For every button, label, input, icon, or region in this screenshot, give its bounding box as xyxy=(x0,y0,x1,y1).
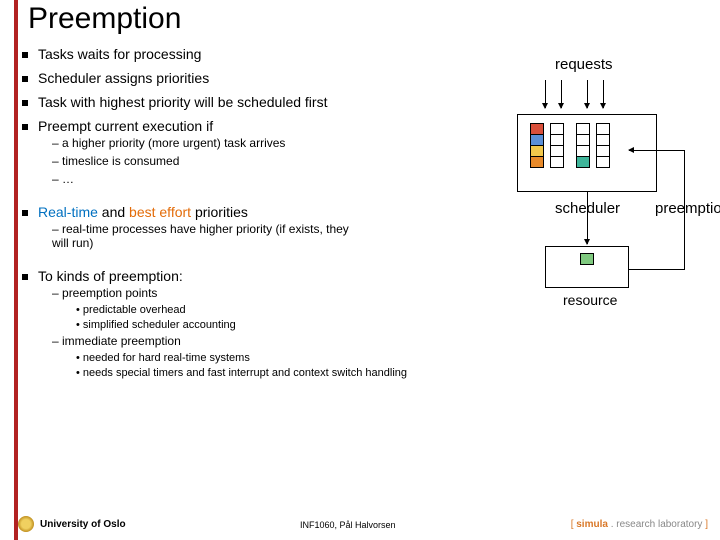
simula-lab: research laboratory xyxy=(616,519,702,530)
sub2-item: needed for hard real-time systems xyxy=(76,352,462,364)
sub-item: preemption points xyxy=(52,286,462,300)
arrow-down-icon xyxy=(545,80,546,108)
queue-column xyxy=(596,123,610,167)
resource-cell xyxy=(580,253,594,265)
queue-column xyxy=(576,123,590,167)
square-bullet-icon xyxy=(22,76,28,82)
sub2-item: simplified scheduler accounting xyxy=(76,319,462,331)
square-bullet-icon xyxy=(22,274,28,280)
realtime-text: Real-time xyxy=(38,204,98,220)
footer: University of Oslo INF1060, Pål Halvorse… xyxy=(0,510,720,532)
bullet-text: Preempt current execution if xyxy=(38,118,213,134)
accent-bar xyxy=(14,0,18,540)
bullet-3: Task with highest priority will be sched… xyxy=(22,94,462,110)
sub-item: real-time processes have higher priority… xyxy=(52,222,352,250)
bullet-4: Preempt current execution if xyxy=(22,118,462,134)
bullet-6: To kinds of preemption: xyxy=(22,268,462,284)
footer-left: University of Oslo xyxy=(40,519,126,530)
bullet-text: To kinds of preemption: xyxy=(38,268,183,284)
arrow-down-icon xyxy=(587,80,588,108)
queue-cell xyxy=(550,156,564,168)
preemption-loop-arrow xyxy=(629,150,685,270)
queue-cell xyxy=(596,156,610,168)
resource-label: resource xyxy=(563,292,617,308)
square-bullet-icon xyxy=(22,52,28,58)
square-bullet-icon xyxy=(22,100,28,106)
arrow-down-icon xyxy=(561,80,562,108)
sub-item: … xyxy=(52,172,462,186)
sub-list-5: real-time processes have higher priority… xyxy=(52,222,462,250)
sub2-list: predictable overhead simplified schedule… xyxy=(76,304,462,331)
queue-cell xyxy=(576,156,590,168)
uio-logo-icon xyxy=(18,516,34,532)
slide-title: Preemption xyxy=(28,2,181,36)
arrow-down-icon xyxy=(603,80,604,108)
bracket-icon: ] xyxy=(702,519,708,530)
content-area: Tasks waits for processing Scheduler ass… xyxy=(22,46,462,382)
sub-list-4: a higher priority (more urgent) task arr… xyxy=(52,136,462,186)
simula-text: simula xyxy=(576,519,608,530)
sub-item: timeslice is consumed xyxy=(52,154,462,168)
bullet-text: Task with highest priority will be sched… xyxy=(38,94,327,110)
sub2-list: needed for hard real-time systems needs … xyxy=(76,352,462,379)
sub-item: a higher priority (more urgent) task arr… xyxy=(52,136,462,150)
square-bullet-icon xyxy=(22,210,28,216)
bullet-5: Real-time and best effort priorities xyxy=(22,204,462,220)
square-bullet-icon xyxy=(22,124,28,130)
queue-column xyxy=(550,123,564,167)
queue-cell xyxy=(530,156,544,168)
bullet-text: Scheduler assigns priorities xyxy=(38,70,209,86)
sub2-item: predictable overhead xyxy=(76,304,462,316)
footer-right: [ simula . research laboratory ] xyxy=(571,519,708,530)
sub-item: immediate preemption xyxy=(52,334,462,348)
queue-column xyxy=(530,123,544,167)
besteffort-text: best effort xyxy=(129,204,191,220)
arrow-down-icon xyxy=(587,192,588,244)
conj-text: and xyxy=(98,204,129,220)
bullet-text: Real-time and best effort priorities xyxy=(38,204,248,220)
sub-list-6: preemption points predictable overhead s… xyxy=(52,286,462,379)
bullet-1: Tasks waits for processing xyxy=(22,46,462,62)
resource-box xyxy=(545,246,629,288)
sub2-item: needs special timers and fast interrupt … xyxy=(76,367,462,379)
requests-label: requests xyxy=(555,56,613,73)
bullet-2: Scheduler assigns priorities xyxy=(22,70,462,86)
footer-center: INF1060, Pål Halvorsen xyxy=(300,520,396,530)
bullet-text: Tasks waits for processing xyxy=(38,46,201,62)
end-text: priorities xyxy=(191,204,248,220)
scheduler-diagram: requests scheduler preemption resource xyxy=(475,40,715,320)
